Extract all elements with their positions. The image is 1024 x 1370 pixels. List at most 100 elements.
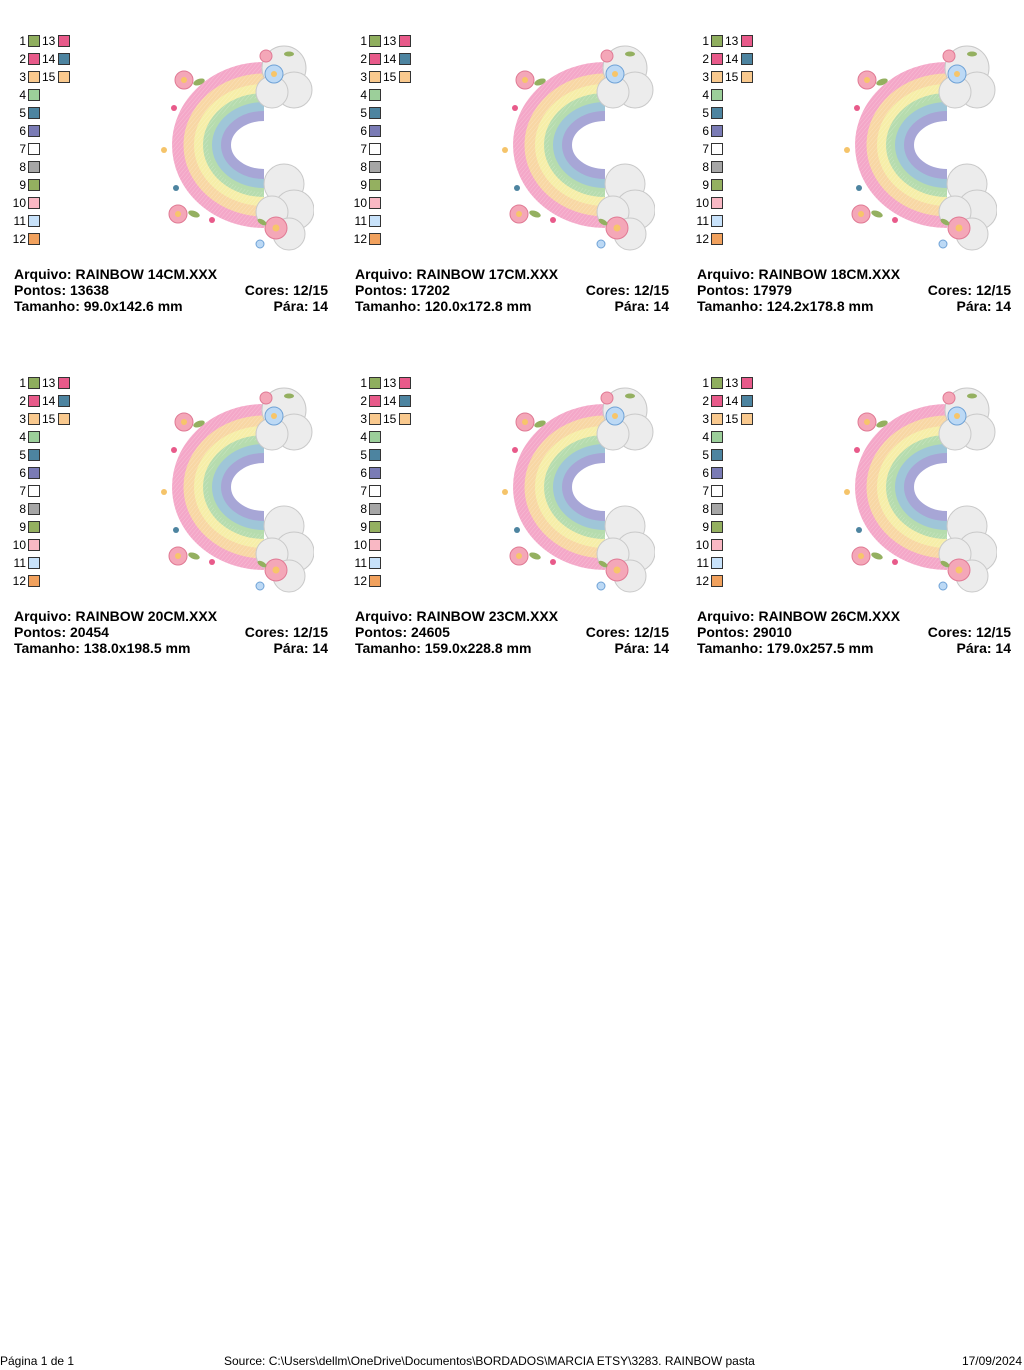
para-label: Pára: <box>273 640 309 656</box>
pontos-label: Pontos: <box>14 624 67 640</box>
palette-number: 14 <box>725 52 739 66</box>
tamanho-value: 179.0x257.5 mm <box>766 640 874 656</box>
color-swatch <box>741 377 753 389</box>
color-swatch <box>28 377 40 389</box>
palette-number: 6 <box>19 124 26 138</box>
para-label: Pára: <box>956 298 992 314</box>
palette-number: 1 <box>19 376 26 390</box>
design-card: 1 13 2 14 3 15 4 5 6 7 8 9 10 11 12 <box>13 350 330 670</box>
palette-number: 2 <box>360 52 367 66</box>
cores-label: Cores: <box>244 282 290 298</box>
palette-row: 11 <box>355 556 435 574</box>
palette-row: 9 <box>355 178 435 196</box>
color-swatch <box>369 179 381 191</box>
color-swatch <box>28 107 40 119</box>
palette-number: 7 <box>19 142 26 156</box>
color-swatch <box>711 503 723 515</box>
palette-number: 13 <box>383 376 397 390</box>
palette-number: 8 <box>360 502 367 516</box>
color-swatch <box>711 449 723 461</box>
palette-number: 14 <box>42 394 56 408</box>
color-swatch <box>369 89 381 101</box>
palette-number: 6 <box>19 466 26 480</box>
palette-row: 4 <box>355 430 435 448</box>
arquivo-value: RAINBOW 17CM.XXX <box>416 266 559 282</box>
palette-number: 1 <box>360 376 367 390</box>
palette-number: 8 <box>702 502 709 516</box>
palette-row: 9 <box>14 520 94 538</box>
palette-number: 15 <box>725 70 739 84</box>
footer-source: Source: C:\Users\dellm\OneDrive\Document… <box>224 1354 755 1368</box>
color-swatch <box>399 395 411 407</box>
palette-row: 4 <box>697 88 777 106</box>
palette-number: 4 <box>360 430 367 444</box>
palette-row: 4 <box>14 430 94 448</box>
cores-value: 12/15 <box>292 624 328 640</box>
color-swatch <box>711 125 723 137</box>
color-swatch <box>369 575 381 587</box>
design-info: Arquivo: RAINBOW 26CM.XXX Pontos: 29010 … <box>697 608 1011 656</box>
pontos-value: 17202 <box>411 282 450 298</box>
palette-row: 10 <box>354 196 435 214</box>
palette-number: 13 <box>42 34 56 48</box>
color-swatch <box>741 53 753 65</box>
palette-row: 11 <box>697 214 777 232</box>
palette-number: 6 <box>702 466 709 480</box>
palette-number: 5 <box>702 448 709 462</box>
palette-number: 3 <box>702 70 709 84</box>
color-swatch <box>28 233 40 245</box>
para-label: Pára: <box>956 640 992 656</box>
palette-row: 1 13 <box>14 34 94 52</box>
palette-number: 9 <box>19 178 26 192</box>
palette-number: 1 <box>702 376 709 390</box>
palette-row: 2 14 <box>697 52 777 70</box>
palette-number: 11 <box>13 556 26 570</box>
palette-row: 6 <box>14 466 94 484</box>
palette-number: 12 <box>695 232 709 246</box>
palette-number: 9 <box>360 178 367 192</box>
tamanho-label: Tamanho: <box>14 298 80 314</box>
palette-row: 8 <box>355 502 435 520</box>
tamanho-value: 159.0x228.8 mm <box>424 640 532 656</box>
color-swatch <box>58 377 70 389</box>
color-swatch <box>399 35 411 47</box>
palette-number: 5 <box>360 106 367 120</box>
palette-number: 7 <box>702 484 709 498</box>
palette-row: 12 <box>696 232 777 250</box>
palette-row: 3 15 <box>697 412 777 430</box>
color-swatch <box>58 53 70 65</box>
color-swatch <box>369 557 381 569</box>
color-swatch <box>399 377 411 389</box>
design-info: Arquivo: RAINBOW 23CM.XXX Pontos: 24605 … <box>355 608 669 656</box>
palette-number: 13 <box>725 34 739 48</box>
design-info: Arquivo: RAINBOW 17CM.XXX Pontos: 17202 … <box>355 266 669 314</box>
arquivo-value: RAINBOW 26CM.XXX <box>758 608 901 624</box>
palette-number: 3 <box>19 70 26 84</box>
palette-number: 4 <box>19 430 26 444</box>
palette-number: 6 <box>702 124 709 138</box>
cores-value: 12/15 <box>633 624 669 640</box>
design-card: 1 13 2 14 3 15 4 5 6 7 8 9 10 11 12 <box>354 350 671 670</box>
palette-row: 4 <box>355 88 435 106</box>
palette-number: 10 <box>353 538 367 552</box>
color-swatch <box>399 71 411 83</box>
palette-row: 10 <box>354 538 435 556</box>
palette-number: 9 <box>360 520 367 534</box>
color-swatch <box>711 179 723 191</box>
arquivo-label: Arquivo: <box>355 608 413 624</box>
color-swatch <box>711 557 723 569</box>
tamanho-label: Tamanho: <box>697 640 763 656</box>
color-swatch <box>711 521 723 533</box>
palette-row: 7 <box>697 142 777 160</box>
palette-row: 6 <box>697 466 777 484</box>
palette-row: 1 13 <box>355 376 435 394</box>
color-swatch <box>28 53 40 65</box>
color-swatch <box>741 413 753 425</box>
arquivo-label: Arquivo: <box>697 266 755 282</box>
palette-number: 4 <box>702 430 709 444</box>
color-swatch <box>28 575 40 587</box>
palette-number: 14 <box>725 394 739 408</box>
palette-number: 12 <box>12 574 26 588</box>
arquivo-label: Arquivo: <box>697 608 755 624</box>
palette-row: 9 <box>14 178 94 196</box>
